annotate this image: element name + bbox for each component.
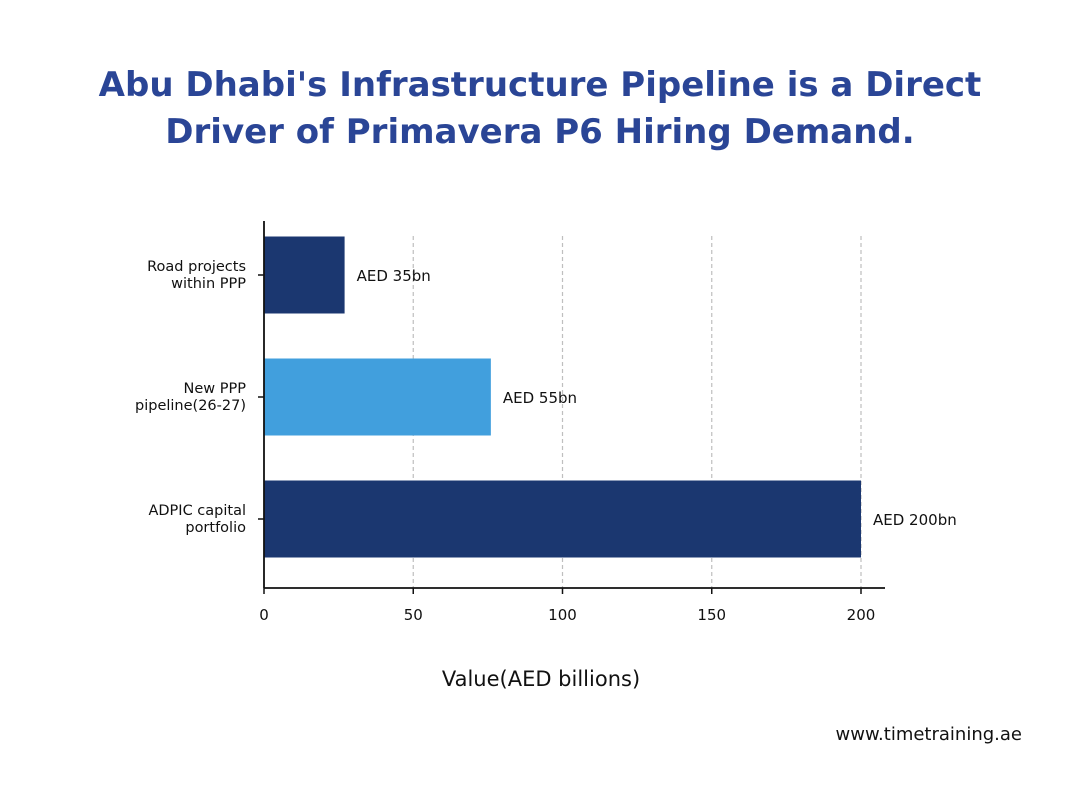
bar-1 xyxy=(264,236,345,314)
x-tick-label-100: 100 xyxy=(548,606,577,624)
chart-title-line-1: Abu Dhabi's Infrastructure Pipeline is a… xyxy=(98,65,982,105)
x-tick-label-50: 50 xyxy=(404,606,423,624)
website-url[interactable]: www.timetraining.ae xyxy=(835,724,1022,745)
category-label-3-line-2: portfolio xyxy=(185,520,246,536)
bar-2 xyxy=(264,358,491,436)
category-label-1-line-2: within PPP xyxy=(171,276,246,292)
x-axis-label: Value(AED billions) xyxy=(442,667,640,691)
category-label-2-line-1: New PPP xyxy=(184,381,247,397)
chart-title-line-2: Driver of Primavera P6 Hiring Demand. xyxy=(165,112,915,152)
category-label-2-line-2: pipeline(26-27) xyxy=(135,398,246,414)
x-tick-label-0: 0 xyxy=(259,606,269,624)
bar-3 xyxy=(264,480,861,558)
category-label-3-line-1: ADPIC capital xyxy=(148,503,246,519)
data-label-2: AED 55bn xyxy=(503,389,577,407)
x-tick-label-150: 150 xyxy=(697,606,726,624)
data-label-3: AED 200bn xyxy=(873,511,957,529)
x-tick-label-200: 200 xyxy=(847,606,876,624)
data-label-1: AED 35bn xyxy=(357,267,431,285)
category-label-1-line-1: Road projects xyxy=(147,259,246,275)
chart-title: Abu Dhabi's Infrastructure Pipeline is a… xyxy=(0,62,1080,156)
